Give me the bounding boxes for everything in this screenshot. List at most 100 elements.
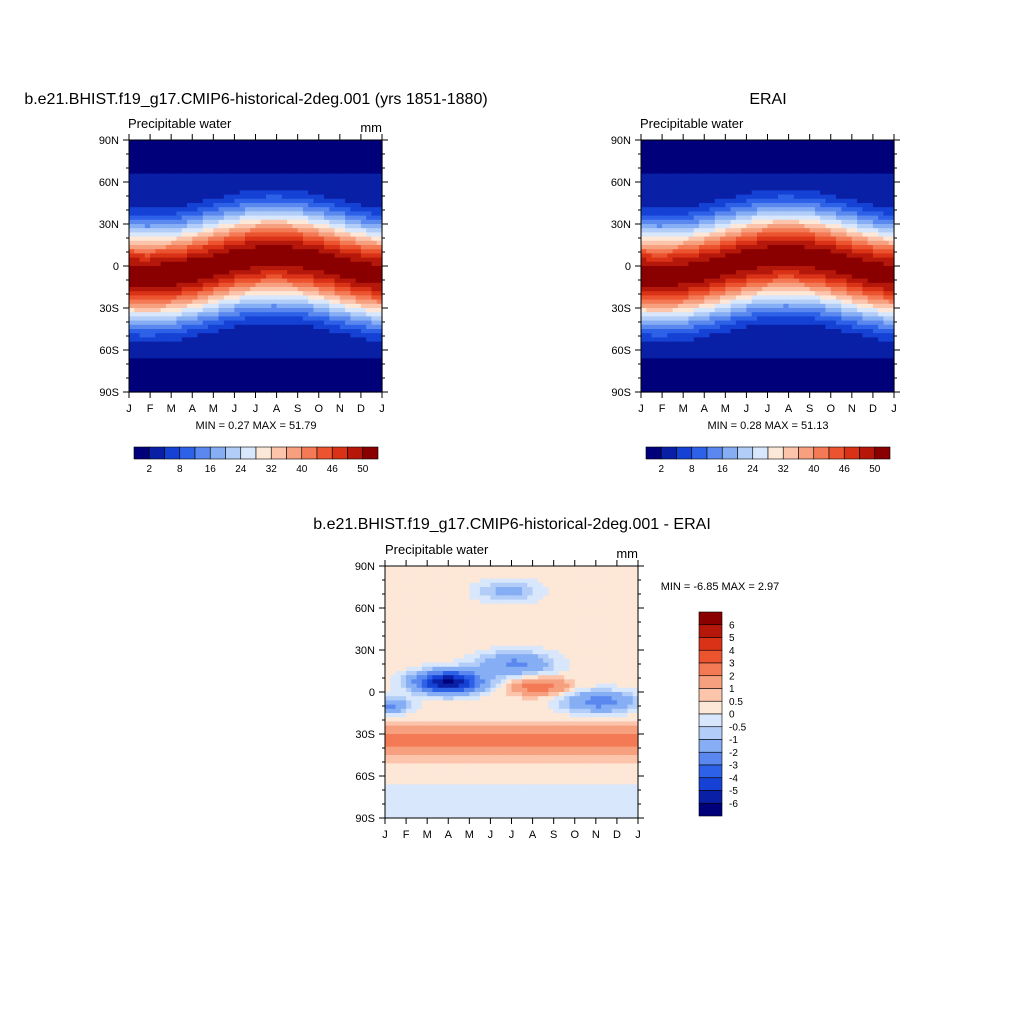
heatmap-cell <box>799 144 805 149</box>
heatmap-cell <box>720 215 726 221</box>
heatmap-cell <box>872 173 879 179</box>
heatmap-cell <box>250 148 257 154</box>
heatmap-cell <box>751 291 758 296</box>
heatmap-cell <box>793 232 800 238</box>
heatmap-cell <box>662 219 668 225</box>
heatmap-cell <box>266 274 272 280</box>
heatmap-cell <box>878 266 885 271</box>
heatmap-cell <box>862 140 869 145</box>
heatmap-cell <box>144 215 151 221</box>
heatmap-cell <box>239 354 246 359</box>
heatmap-cell <box>271 240 278 246</box>
heatmap-cell <box>872 140 879 145</box>
heatmap-cell <box>809 194 816 200</box>
heatmap-cell <box>139 219 146 225</box>
heatmap-cell <box>197 198 204 204</box>
heatmap-cell <box>266 379 272 385</box>
heatmap-cell <box>355 236 362 242</box>
heatmap-cell <box>820 165 827 170</box>
heatmap-cell <box>150 295 156 301</box>
heatmap-cell <box>656 207 663 212</box>
heatmap-cell <box>171 140 178 145</box>
heatmap-cell <box>171 387 178 393</box>
heatmap-cell <box>720 148 726 154</box>
heatmap-cell <box>778 211 784 217</box>
heatmap-cell <box>202 316 209 322</box>
heatmap-cell <box>366 219 373 225</box>
heatmap-cell <box>213 182 220 187</box>
heatmap-cell <box>181 362 188 368</box>
heatmap-cell <box>662 207 668 212</box>
heatmap-cell <box>809 186 816 191</box>
heatmap-cell <box>208 257 214 263</box>
heatmap-cell <box>371 329 378 334</box>
heatmap-cell <box>376 316 383 322</box>
heatmap-cell <box>297 240 304 246</box>
heatmap-cell <box>725 161 732 166</box>
heatmap-cell <box>830 198 837 204</box>
heatmap-cell <box>345 156 351 162</box>
heatmap-cell <box>825 219 832 225</box>
heatmap-cell <box>160 362 167 368</box>
heatmap-cell <box>266 324 272 330</box>
heatmap-cell <box>799 190 805 196</box>
heatmap-cell <box>339 383 346 389</box>
heatmap-cell <box>234 156 241 162</box>
heatmap-cell <box>308 140 315 145</box>
heatmap-cell <box>329 320 336 326</box>
heatmap-cell <box>862 236 869 242</box>
heatmap-cell <box>862 232 869 238</box>
heatmap-cell <box>836 257 842 263</box>
heatmap-cell <box>244 287 251 292</box>
heatmap-cell <box>192 282 199 288</box>
heatmap-cell <box>324 211 330 217</box>
heatmap-cell <box>725 308 732 313</box>
heatmap-cell <box>218 249 225 254</box>
heatmap-cell <box>677 299 684 305</box>
heatmap-cell <box>165 161 172 166</box>
heatmap-cell <box>667 228 674 233</box>
heatmap-cell <box>134 324 141 330</box>
heatmap-cell <box>229 211 236 217</box>
heatmap-cell <box>376 240 383 246</box>
heatmap-cell <box>287 177 293 183</box>
heatmap-cell <box>129 169 135 175</box>
heatmap-cell <box>746 253 753 259</box>
heatmap-cell <box>672 165 679 170</box>
heatmap-cell <box>846 253 853 259</box>
panel-model-units: mm <box>360 120 382 135</box>
heatmap-cell <box>667 257 674 263</box>
heatmap-cell <box>250 379 257 385</box>
heatmap-cell <box>244 232 251 238</box>
heatmap-cell <box>371 240 378 246</box>
heatmap-cell <box>134 156 141 162</box>
heatmap-cell <box>318 312 325 317</box>
heatmap-cell <box>139 383 146 389</box>
heatmap-cell <box>836 232 842 238</box>
heatmap-cell <box>171 362 178 368</box>
heatmap-cell <box>176 341 183 347</box>
heatmap-cell <box>646 240 653 246</box>
heatmap-cell <box>292 211 299 217</box>
heatmap-cell <box>239 245 246 250</box>
heatmap-cell <box>297 253 304 259</box>
heatmap-cell <box>276 316 283 322</box>
heatmap-cell <box>767 144 774 149</box>
heatmap-cell <box>672 257 679 263</box>
heatmap-cell <box>662 177 668 183</box>
heatmap-cell <box>783 169 790 175</box>
heatmap-cell <box>134 345 141 351</box>
heatmap-cell <box>255 270 262 275</box>
heatmap-cell <box>218 232 225 238</box>
heatmap-cell <box>318 148 325 154</box>
heatmap-cell <box>651 228 658 233</box>
heatmap-cell <box>883 211 890 217</box>
heatmap-cell <box>888 169 895 175</box>
heatmap-cell <box>778 140 784 145</box>
heatmap-cell <box>756 245 763 250</box>
heatmap-cell <box>350 270 357 275</box>
heatmap-cell <box>371 173 378 179</box>
heatmap-cell <box>376 274 383 280</box>
heatmap-cell <box>883 278 890 284</box>
heatmap-cell <box>129 148 135 154</box>
